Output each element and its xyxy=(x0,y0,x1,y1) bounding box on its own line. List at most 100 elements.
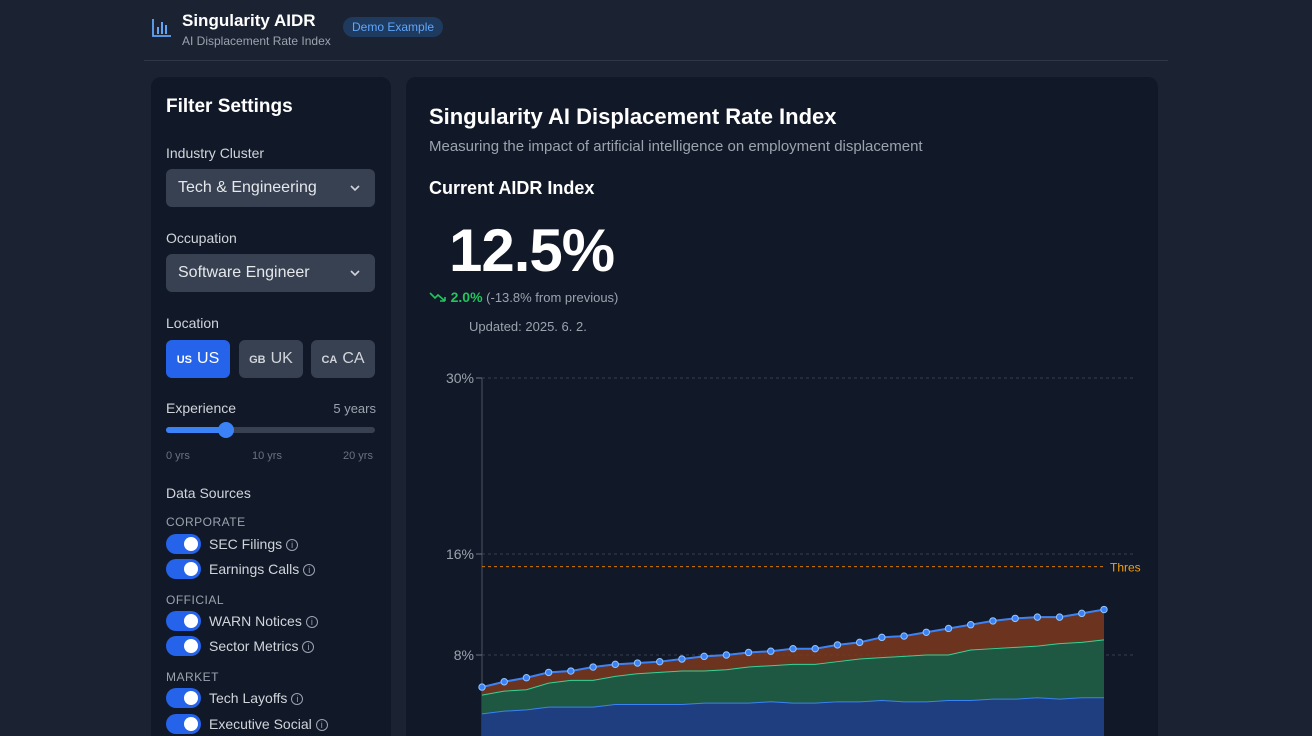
data-point[interactable] xyxy=(500,678,508,686)
data-point[interactable] xyxy=(1078,609,1086,618)
location-button-label: CA xyxy=(342,350,365,367)
data-point[interactable] xyxy=(1100,605,1108,614)
main-panel: Singularity AI Displacement Rate Index M… xyxy=(406,77,1158,736)
data-point[interactable] xyxy=(722,651,731,659)
source-tech-layoffs[interactable]: Tech Layoffs i xyxy=(166,688,381,708)
info-icon[interactable]: i xyxy=(303,564,316,576)
location-button-label: US xyxy=(197,350,220,367)
data-point[interactable] xyxy=(967,621,975,629)
industry-select-value: Tech & Engineering xyxy=(178,179,317,196)
source-warn-notices[interactable]: WARN Notices i xyxy=(166,611,381,631)
sidebar-title: Filter Settings xyxy=(166,96,293,117)
filter-sidebar: Filter Settings Industry Cluster Tech & … xyxy=(151,77,391,736)
toggle-switch[interactable] xyxy=(166,688,201,708)
data-point[interactable] xyxy=(522,674,531,682)
data-point[interactable] xyxy=(1055,613,1064,621)
toggle-knob xyxy=(184,691,198,705)
change-row: 2.0% (-13.8% from previous) xyxy=(429,289,618,305)
toggle-switch[interactable] xyxy=(166,534,201,554)
area-layer-base xyxy=(482,697,1104,736)
data-point[interactable] xyxy=(789,644,797,653)
info-icon[interactable]: i xyxy=(305,616,318,628)
data-point[interactable] xyxy=(678,655,686,663)
app-subtitle: AI Displacement Rate Index xyxy=(182,34,331,48)
slider-tick: 20 yrs xyxy=(343,450,373,462)
data-point[interactable] xyxy=(611,660,619,669)
location-label: Location xyxy=(166,315,219,331)
flag-us-icon: US xyxy=(176,354,193,366)
occupation-label: Occupation xyxy=(166,230,237,246)
data-point[interactable] xyxy=(900,632,908,640)
y-tick-label: 30% xyxy=(446,370,474,386)
location-button-us[interactable]: US US xyxy=(166,340,230,378)
industry-select[interactable]: Tech & Engineering xyxy=(166,169,375,207)
data-point[interactable] xyxy=(922,628,930,636)
toggle-switch[interactable] xyxy=(166,559,201,579)
data-sources-label: Data Sources xyxy=(166,485,251,501)
group-label-corporate: CORPORATE xyxy=(166,515,246,529)
toggle-knob xyxy=(184,614,198,628)
data-point[interactable] xyxy=(544,668,553,677)
source-label: Executive Social xyxy=(209,716,312,732)
bar-chart-icon xyxy=(152,19,171,37)
data-point[interactable] xyxy=(878,633,886,642)
y-tick-label: 16% xyxy=(446,546,474,562)
change-value: 2.0% xyxy=(450,289,483,305)
toggle-knob xyxy=(184,562,198,576)
app-title: Singularity AIDR xyxy=(182,11,316,30)
info-icon[interactable]: i xyxy=(315,719,328,731)
experience-value: 5 years xyxy=(333,401,376,416)
source-sector-metrics[interactable]: Sector Metrics i xyxy=(166,636,381,656)
chevron-down-icon xyxy=(350,270,360,277)
data-point[interactable] xyxy=(833,641,842,649)
updated-timestamp: Updated: 2025. 6. 2. xyxy=(469,319,587,334)
info-icon[interactable]: i xyxy=(291,693,304,705)
source-earnings-calls[interactable]: Earnings Calls i xyxy=(166,559,381,579)
source-label: Tech Layoffs xyxy=(209,690,288,706)
toggle-switch[interactable] xyxy=(166,636,201,656)
index-section-title: Current AIDR Index xyxy=(429,178,595,198)
slider-fill xyxy=(166,427,227,433)
experience-label: Experience xyxy=(166,400,237,416)
industry-label: Industry Cluster xyxy=(166,145,265,161)
occupation-select[interactable]: Software Engineer xyxy=(166,254,375,292)
slider-tick: 0 yrs xyxy=(166,450,190,462)
toggle-switch[interactable] xyxy=(166,611,201,631)
data-point[interactable] xyxy=(944,624,953,633)
data-point[interactable] xyxy=(1011,614,1019,623)
source-label: WARN Notices xyxy=(209,613,302,629)
slider-thumb[interactable] xyxy=(218,422,235,438)
data-point[interactable] xyxy=(811,644,819,653)
data-point[interactable] xyxy=(700,652,708,661)
area-layer-base-line xyxy=(481,697,1104,715)
source-executive-social[interactable]: Executive Social i xyxy=(166,714,381,734)
data-point[interactable] xyxy=(633,659,642,667)
info-icon[interactable]: i xyxy=(302,641,315,653)
data-point[interactable] xyxy=(767,647,775,655)
change-text: (-13.8% from previous) xyxy=(486,290,619,305)
data-point[interactable] xyxy=(567,667,575,675)
experience-slider[interactable] xyxy=(166,422,375,438)
data-point[interactable] xyxy=(589,663,597,671)
info-icon[interactable]: i xyxy=(286,539,299,551)
data-point[interactable] xyxy=(744,648,753,657)
occupation-select-value: Software Engineer xyxy=(178,264,310,281)
location-button-ca[interactable]: CA CA xyxy=(311,340,375,378)
data-point[interactable] xyxy=(656,657,664,666)
group-label-market: MARKET xyxy=(166,670,220,684)
toggle-switch[interactable] xyxy=(166,714,201,734)
data-point[interactable] xyxy=(1033,613,1042,621)
y-tick-label: 8% xyxy=(454,647,474,663)
source-label: Sector Metrics xyxy=(209,638,299,654)
trending-down-icon xyxy=(429,292,446,302)
source-sec-filings[interactable]: SEC Filings i xyxy=(166,534,381,554)
data-point[interactable] xyxy=(478,683,486,691)
toggle-knob xyxy=(184,639,198,653)
toggle-knob xyxy=(184,717,198,731)
chevron-down-icon xyxy=(350,185,360,192)
data-point[interactable] xyxy=(855,638,864,647)
location-button-uk[interactable]: GB UK xyxy=(239,340,303,378)
group-label-official: OFFICIAL xyxy=(166,593,225,607)
demo-badge: Demo Example xyxy=(343,17,444,37)
data-point[interactable] xyxy=(989,617,997,625)
